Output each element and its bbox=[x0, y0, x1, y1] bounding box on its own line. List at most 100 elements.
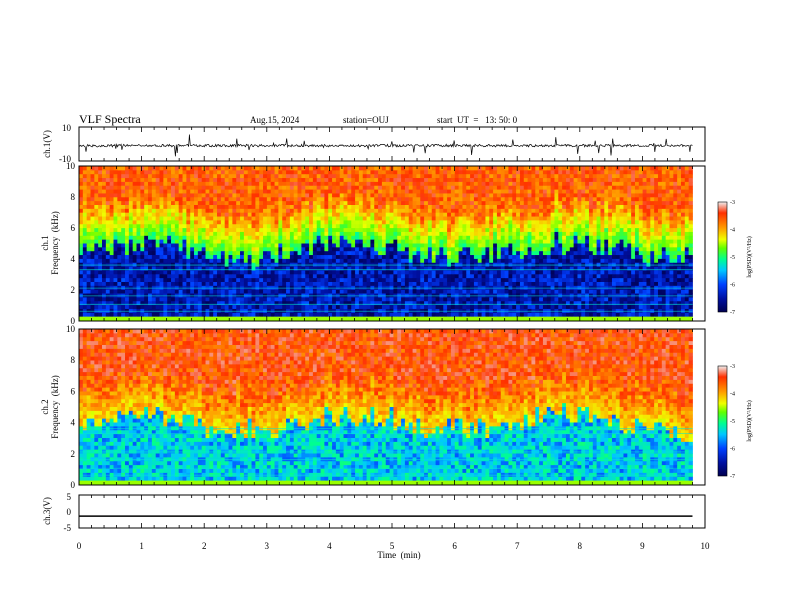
spectrogram-cell bbox=[263, 189, 268, 194]
spectrogram-cell bbox=[297, 266, 302, 271]
spectrogram-cell bbox=[224, 235, 229, 241]
spectrogram-cell bbox=[531, 239, 536, 244]
spectrogram-cell bbox=[443, 239, 448, 244]
spectrogram-cell bbox=[627, 224, 632, 229]
spectrogram-cell bbox=[619, 231, 624, 237]
spectrogram-cell bbox=[132, 239, 137, 244]
spectrogram-cell bbox=[592, 228, 598, 233]
spectrogram-cell bbox=[481, 193, 486, 198]
spectrogram-cell bbox=[565, 174, 571, 179]
spectrogram-cell bbox=[370, 247, 375, 252]
spectrogram-cell bbox=[542, 216, 548, 221]
spectrogram-cell bbox=[608, 197, 613, 202]
spectrogram-cell bbox=[466, 247, 471, 252]
spectrogram-cell bbox=[102, 266, 107, 271]
spectrogram-cell bbox=[435, 278, 440, 283]
spectrogram-cell bbox=[263, 174, 268, 179]
spectrogram-cell bbox=[562, 235, 567, 241]
spectrogram-cell bbox=[309, 239, 314, 244]
spectrogram-cell bbox=[243, 270, 249, 275]
spectrogram-cell bbox=[592, 166, 598, 171]
spectrogram-cell bbox=[611, 216, 617, 221]
spectrogram-cell bbox=[343, 166, 348, 171]
spectrogram-cell bbox=[631, 170, 636, 175]
spectrogram-cell bbox=[496, 266, 502, 271]
spectrogram-cell bbox=[332, 212, 337, 217]
spectrogram-cell bbox=[228, 247, 233, 252]
spectrogram-cell bbox=[370, 270, 375, 275]
spectrogram-cell bbox=[324, 228, 329, 233]
spectrogram-cell bbox=[378, 278, 383, 283]
spectrogram-cell bbox=[531, 201, 536, 206]
spectrogram-cell bbox=[232, 243, 237, 248]
spectrogram-cell bbox=[496, 166, 502, 171]
spectrogram-cell bbox=[435, 170, 440, 175]
spectrogram-cell bbox=[485, 212, 490, 217]
spectrogram-cell bbox=[247, 178, 252, 183]
spectrogram-cell bbox=[316, 243, 321, 248]
spectrogram-cell bbox=[178, 185, 183, 190]
spectrogram-cell bbox=[243, 231, 249, 237]
spectrogram-cell bbox=[171, 197, 176, 202]
spectrogram-cell bbox=[159, 239, 164, 244]
spectrogram-cell bbox=[102, 224, 107, 229]
spectrogram-cell bbox=[481, 258, 486, 264]
spectrogram-cell bbox=[439, 258, 444, 264]
spectrogram-cell bbox=[619, 243, 624, 248]
spectrogram-cell bbox=[657, 216, 663, 221]
spectrogram-cell bbox=[435, 274, 440, 279]
spectrogram-cell bbox=[163, 174, 168, 179]
spectrogram-cell bbox=[458, 278, 463, 283]
spectrogram-cell bbox=[458, 228, 463, 233]
spectrogram-cell bbox=[163, 274, 168, 279]
spectrogram-cell bbox=[220, 255, 226, 260]
spectrogram-cell bbox=[370, 235, 375, 241]
spectrogram-cell bbox=[466, 251, 471, 256]
spectrogram-cell bbox=[508, 181, 513, 187]
spectrogram-cell bbox=[217, 274, 222, 279]
spectrogram-cell bbox=[466, 239, 471, 244]
spectrogram-cell bbox=[519, 208, 525, 214]
spectrogram-cell bbox=[627, 216, 632, 221]
spectrogram-cell bbox=[481, 228, 486, 233]
spectrogram-cell bbox=[335, 228, 341, 233]
spectrogram-cell bbox=[619, 166, 624, 171]
spectrogram-cell bbox=[117, 181, 122, 187]
spectrogram-cell bbox=[190, 266, 195, 271]
spectrogram-cell bbox=[631, 228, 636, 233]
spectrogram-cell bbox=[240, 224, 245, 229]
spectrogram-cell bbox=[680, 216, 686, 221]
spectrogram-cell bbox=[167, 166, 172, 171]
spectrogram-cell bbox=[355, 166, 360, 171]
spectrogram-cell bbox=[82, 201, 88, 206]
spectrogram-cell bbox=[339, 212, 344, 217]
spectrogram-cell bbox=[542, 258, 548, 264]
spectrogram-cell bbox=[362, 205, 367, 210]
spectrogram-cell bbox=[90, 258, 95, 264]
spectrogram-cell bbox=[94, 239, 99, 244]
spectrogram-cell bbox=[316, 220, 321, 225]
spectrogram-cell bbox=[542, 181, 548, 187]
spectrogram-cell bbox=[500, 197, 505, 202]
spectrogram-cell bbox=[220, 197, 226, 202]
spectrogram-cell bbox=[500, 201, 505, 206]
spectrogram-cell bbox=[217, 166, 222, 171]
spectrogram-cell bbox=[312, 239, 318, 244]
spectrogram-cell bbox=[339, 178, 344, 183]
spectrogram-cell bbox=[654, 174, 659, 179]
spectrogram-cell bbox=[385, 178, 390, 183]
spectrogram-cell bbox=[535, 205, 540, 210]
spectrogram-cell bbox=[174, 197, 180, 202]
spectrogram-cell bbox=[274, 178, 279, 183]
spectrogram-cell bbox=[485, 189, 490, 194]
spectrogram-cell bbox=[148, 247, 153, 252]
spectrogram-cell bbox=[251, 197, 256, 202]
spectrogram-cell bbox=[454, 197, 459, 202]
spectrogram-cell bbox=[470, 197, 475, 202]
spectrogram-cell bbox=[205, 235, 210, 241]
spectrogram-cell bbox=[680, 266, 686, 271]
spectrogram-cell bbox=[228, 216, 233, 221]
spectrogram-cell bbox=[186, 205, 191, 210]
spectrogram-cell bbox=[378, 258, 383, 264]
spectrogram-cell bbox=[213, 278, 218, 283]
